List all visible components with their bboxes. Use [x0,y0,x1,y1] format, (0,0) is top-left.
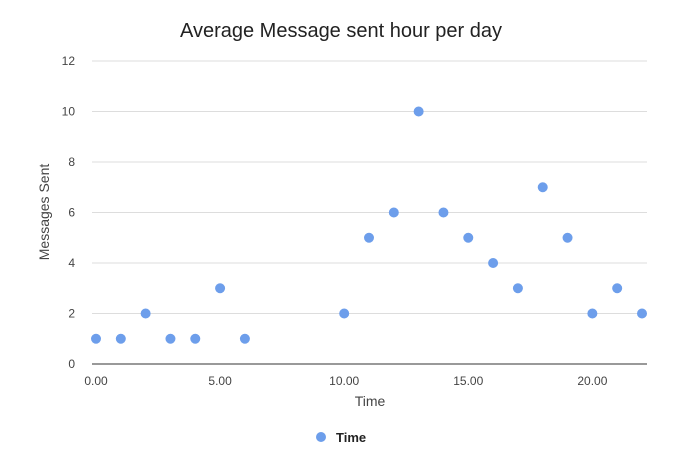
y-tick-label: 6 [68,206,75,220]
data-point[interactable] [587,308,598,319]
x-tick-label: 15.00 [453,374,483,388]
y-tick-label: 8 [68,155,75,169]
legend-marker [316,432,326,442]
data-point[interactable] [438,207,449,218]
y-axis-label: Messages Sent [36,164,52,261]
grid-lines [92,60,647,314]
data-point[interactable] [215,283,226,294]
legend-label: Time [336,430,366,445]
x-tick-label: 10.00 [329,374,359,388]
data-point[interactable] [488,258,499,268]
x-tick-label: 0.00 [84,374,108,388]
chart-title: Average Message sent hour per day [180,20,502,42]
x-tick-label: 20.00 [577,374,607,388]
data-point[interactable] [115,333,126,344]
x-axis-ticks: 0.00 5.00 10.00 15.00 20.00 [84,374,607,388]
data-point[interactable] [562,232,573,243]
y-tick-label: 2 [68,307,75,321]
y-tick-label: 4 [68,256,75,270]
y-tick-label: 0 [68,357,75,371]
legend[interactable]: Time [316,430,366,445]
data-point[interactable] [165,333,176,344]
data-point[interactable] [190,333,201,344]
y-axis-ticks: 0 2 4 6 8 10 12 [62,54,76,371]
data-point[interactable] [339,308,350,319]
y-tick-label: 12 [62,54,76,68]
data-point[interactable] [537,182,548,193]
data-point[interactable] [463,232,474,243]
x-tick-label: 5.00 [208,374,232,388]
data-point[interactable] [512,283,523,294]
data-point[interactable] [364,232,374,243]
data-point[interactable] [91,333,101,344]
data-point[interactable] [239,333,250,344]
y-tick-label: 10 [62,105,76,119]
data-point[interactable] [612,283,623,294]
data-point[interactable] [413,106,424,117]
data-point[interactable] [140,308,151,319]
data-point[interactable] [388,207,399,218]
x-axis-label: Time [355,393,386,409]
data-points [91,106,647,344]
data-point[interactable] [637,308,647,319]
